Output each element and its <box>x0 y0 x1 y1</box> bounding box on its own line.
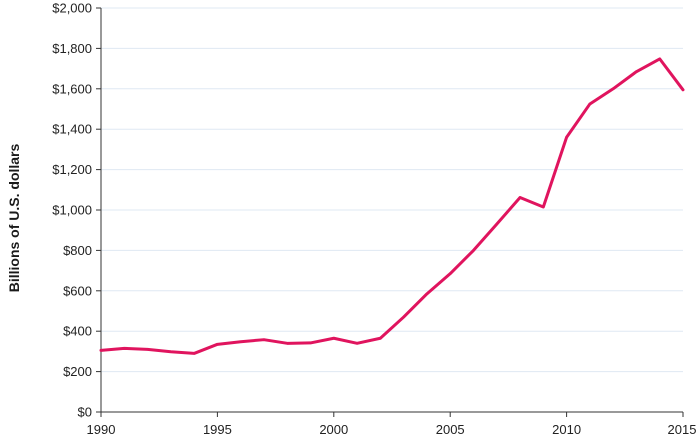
data-point <box>611 87 615 91</box>
y-tick-label: $1,200 <box>52 162 92 177</box>
y-tick-label: $1,400 <box>52 122 92 137</box>
data-point <box>262 338 266 341</box>
y-tick-labels: $0 $200 $400 $600 $800 $1,000 $1,200 $1,400 $1,6… <box>52 1 92 420</box>
x-tick-labels: 1990 1995 2000 2005 2010 2015 <box>87 422 697 437</box>
x-tick-label: 2005 <box>436 422 465 437</box>
data-point <box>99 349 103 352</box>
y-axis-title: Billions of U.S. dollars <box>6 144 22 293</box>
data-point <box>169 350 173 354</box>
data-point <box>681 88 685 92</box>
y-tick-label: $800 <box>63 243 92 258</box>
data-point <box>425 292 429 296</box>
data-point <box>495 222 498 226</box>
data-point <box>239 340 242 343</box>
gridlines <box>101 7 683 373</box>
data-point <box>635 70 638 73</box>
y-tick-label: $1,000 <box>52 203 92 218</box>
data-point <box>472 249 475 252</box>
y-tick-label: $2,000 <box>52 1 92 16</box>
data-point <box>355 342 359 345</box>
x-tick-label: 2015 <box>668 422 697 437</box>
y-tick-label: $1,600 <box>52 81 92 96</box>
data-point <box>192 352 196 355</box>
data-point <box>658 57 661 61</box>
series-layer <box>99 57 685 355</box>
series-line <box>99 57 685 355</box>
x-tick-label: 2010 <box>552 422 581 437</box>
data-point <box>216 343 219 346</box>
data-point <box>402 315 405 319</box>
data-point <box>588 102 592 106</box>
data-point <box>565 136 568 139</box>
y-tick-label: $200 <box>63 364 92 379</box>
axes <box>96 7 684 417</box>
x-tick-label: 1995 <box>203 422 232 437</box>
x-tick-label: 1990 <box>87 422 116 437</box>
x-tick-label: 2000 <box>319 422 348 437</box>
y-tick-label: $0 <box>78 405 92 420</box>
data-point <box>542 205 545 209</box>
y-tick-label: $600 <box>63 283 92 298</box>
y-tick-label: $400 <box>63 324 92 339</box>
data-point <box>449 272 452 275</box>
y-tick-label: $1,800 <box>52 41 92 56</box>
data-point <box>309 341 312 345</box>
data-point <box>379 337 382 340</box>
data-point <box>518 196 522 199</box>
data-point <box>286 342 289 345</box>
data-point <box>123 347 126 350</box>
data-point <box>146 348 149 351</box>
data-point <box>332 337 335 340</box>
